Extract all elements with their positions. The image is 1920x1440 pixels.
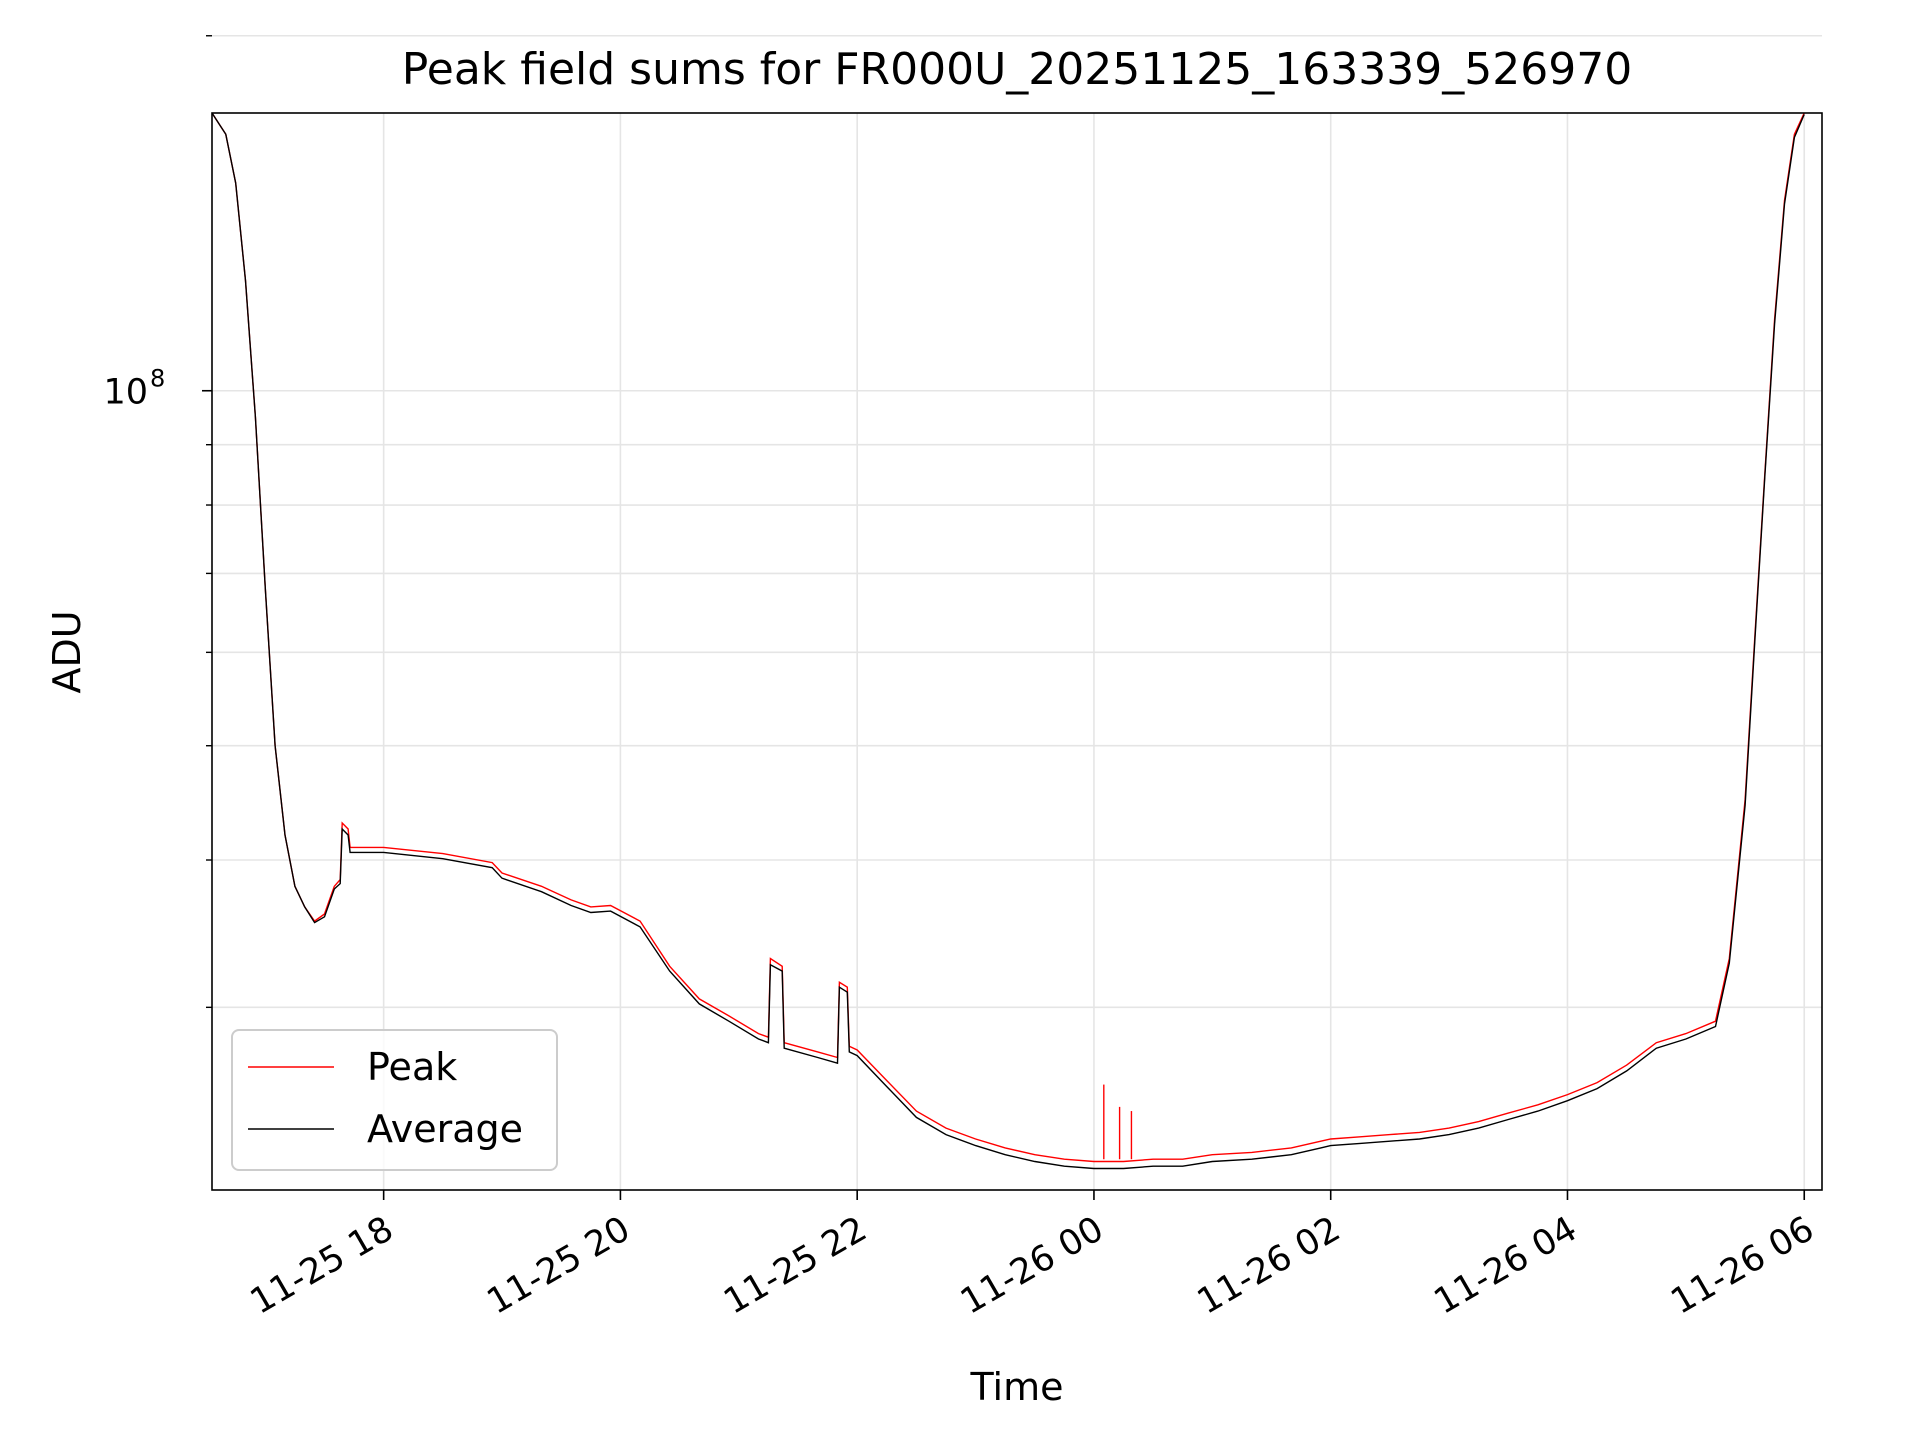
plot-frame (211, 112, 1823, 1191)
series-group (211, 112, 1805, 1170)
chart-title: Peak field sums for FR000U_20251125_1633… (402, 44, 1632, 95)
legend-box (231, 1029, 558, 1171)
legend: Peak Average (231, 1029, 558, 1171)
grid (212, 34, 1822, 1190)
y-tick-label-base: 10 (103, 373, 148, 413)
legend-label-average: Average (367, 1107, 523, 1151)
legend-label-peak: Peak (367, 1045, 457, 1089)
peak-spikes (1103, 1084, 1133, 1160)
series-line-average (211, 112, 1805, 1170)
y-axis-label: ADU (45, 610, 89, 693)
y-axis-ticks: 10 8 (103, 35, 212, 1009)
y-tick-label-exponent: 8 (150, 365, 165, 393)
x-axis-label: Time (970, 1365, 1064, 1409)
